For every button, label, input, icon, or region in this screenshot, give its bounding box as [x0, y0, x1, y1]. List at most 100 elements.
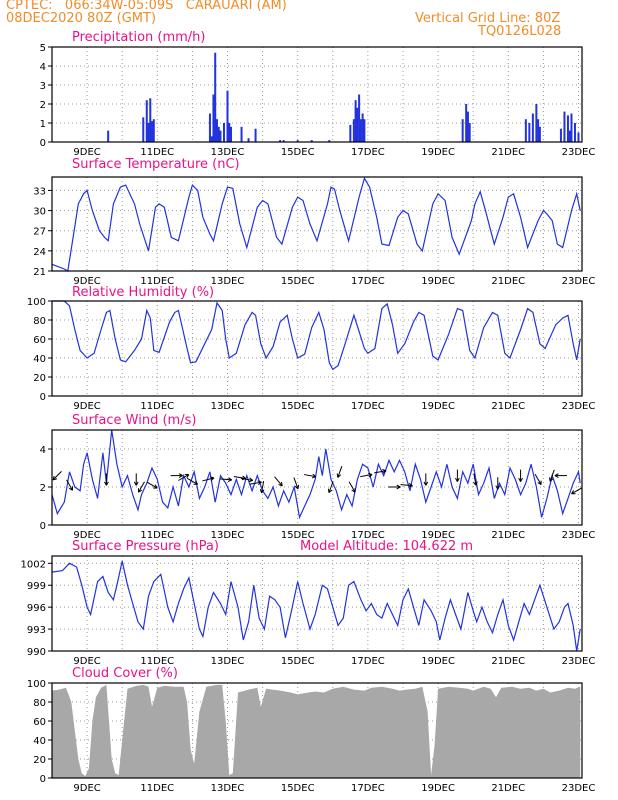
y-tick-label: 24 — [33, 247, 46, 258]
precip-bar — [577, 132, 580, 142]
panel-1: 21 24 27 30 33 9DEC 11DEC 13DEC 15DEC 17DEC 19DEC 2… — [33, 157, 595, 287]
precip-bar — [230, 126, 233, 142]
precip-bar — [531, 113, 534, 142]
wind-arrow-head — [178, 473, 183, 477]
wind-arrow-head — [571, 490, 575, 495]
wind-arrow-head — [328, 489, 333, 494]
wind-arrow — [571, 487, 583, 495]
wind-arrow-head — [138, 489, 143, 493]
x-tick-label: 23DEC — [562, 530, 596, 541]
y-tick-label: 2 — [40, 483, 46, 494]
precip-bar — [212, 94, 215, 142]
precip-bar — [568, 130, 571, 142]
x-tick-label: 11DEC — [140, 276, 174, 287]
precip-bar — [217, 126, 220, 142]
precip-bar — [226, 90, 229, 142]
precip-bar — [152, 119, 155, 142]
x-tick-label: 9DEC — [73, 656, 100, 667]
series-line — [51, 560, 581, 652]
y-tick-label: 1002 — [21, 559, 46, 570]
precip-bar — [214, 52, 217, 143]
x-tick-label: 9DEC — [73, 276, 100, 287]
y-tick-label: 4 — [40, 62, 46, 73]
panel-2: 0 20 40 60 80 100 9DEC 11DEC 13DEC 15DEC 17DEC 19DE… — [27, 285, 595, 412]
y-tick-label: 21 — [33, 267, 46, 278]
wind-arrow-head — [408, 485, 413, 488]
x-tick-label: 17DEC — [351, 530, 385, 541]
wind-arrow-head — [278, 483, 283, 487]
y-tick-label: 40 — [33, 736, 46, 747]
wind-arrow-head — [497, 485, 501, 490]
precip-bar — [361, 113, 364, 142]
wind-arrow — [549, 469, 555, 482]
precip-bar — [356, 107, 359, 142]
wind-arrow-head — [382, 469, 387, 472]
x-tick-label: 17DEC — [351, 147, 385, 158]
x-tick-label: 13DEC — [211, 530, 245, 541]
wind-arrow-head — [554, 475, 559, 478]
wind-arrow — [146, 481, 158, 489]
wind-arrow — [293, 477, 299, 490]
x-tick-label: 15DEC — [281, 783, 315, 794]
x-tick-label: 23DEC — [562, 147, 596, 158]
x-tick-label: 13DEC — [211, 147, 245, 158]
x-tick-label: 9DEC — [73, 783, 100, 794]
y-tick-label: 3 — [40, 81, 46, 92]
x-tick-label: 9DEC — [73, 530, 100, 541]
panel-title: Cloud Cover (%) — [72, 666, 178, 681]
wind-arrow-head — [105, 481, 109, 486]
wind-arrow — [52, 471, 62, 481]
x-tick-label: 9DEC — [73, 401, 100, 412]
wind-arrow-head — [297, 484, 300, 489]
precip-bar — [282, 140, 285, 142]
precip-bar — [465, 104, 468, 142]
wind-arrow-head — [327, 488, 330, 493]
wind-arrow-head — [455, 477, 458, 482]
x-tick-label: 23DEC — [562, 656, 596, 667]
wind-arrow-head — [209, 476, 215, 479]
x-tick-label: 17DEC — [351, 401, 385, 412]
wind-arrow-head — [227, 479, 232, 482]
precip-bar — [354, 100, 357, 142]
y-tick-label: 60 — [33, 335, 46, 346]
x-tick-label: 21DEC — [491, 401, 525, 412]
panel-frame — [51, 176, 583, 272]
wind-arrow — [178, 474, 190, 481]
wind-arrow-head — [104, 481, 107, 486]
y-tick-label: 100 — [27, 297, 46, 308]
y-tick-label: 1 — [40, 119, 46, 130]
cloud-cover-area — [52, 684, 581, 778]
wind-arrow-head — [423, 481, 427, 486]
precip-bar — [559, 128, 562, 142]
y-tick-label: 0 — [40, 138, 46, 149]
wind-arrow-head — [473, 481, 477, 486]
precip-bar — [573, 123, 576, 142]
wind-arrow-head — [294, 485, 299, 490]
x-tick-label: 19DEC — [421, 656, 455, 667]
precip-bar — [254, 128, 257, 142]
wind-arrow — [66, 479, 73, 491]
wind-arrow-head — [135, 481, 139, 486]
wind-arrow-head — [495, 485, 499, 490]
precip-bar — [524, 119, 527, 142]
x-tick-label: 23DEC — [562, 401, 596, 412]
x-tick-label: 19DEC — [421, 147, 455, 158]
wind-arrow-head — [249, 477, 254, 481]
y-tick-label: 0 — [40, 392, 46, 403]
precip-bar — [468, 123, 471, 142]
wind-arrow-head — [382, 470, 387, 474]
wind-arrow — [240, 477, 253, 481]
wind-arrow-head — [518, 477, 522, 482]
wind-arrow-head — [210, 477, 215, 481]
y-tick-label: 999 — [27, 581, 46, 592]
series-line — [51, 429, 581, 520]
precip-bar — [208, 113, 211, 142]
y-tick-label: 100 — [27, 679, 46, 690]
header-run-date: 08DEC2020 80Z (GMT) — [6, 11, 157, 26]
precip-bar — [142, 117, 145, 142]
panel-frame — [51, 555, 583, 652]
x-tick-label: 17DEC — [351, 783, 385, 794]
x-tick-label: 19DEC — [421, 783, 455, 794]
wind-arrow-head — [186, 474, 190, 479]
wind-arrow-head — [549, 478, 554, 482]
